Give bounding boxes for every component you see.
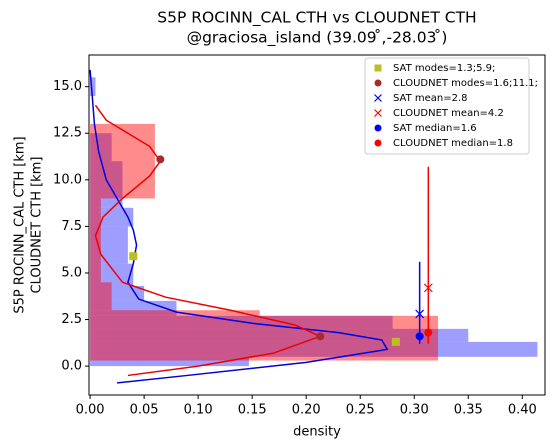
histogram-bar	[90, 133, 112, 162]
plot-frame	[88, 54, 546, 396]
marker	[391, 337, 400, 346]
legend-label: CLOUDNET modes=1.6;11.1;	[393, 78, 538, 89]
histogram-bar	[90, 198, 101, 283]
chart-title: S5P ROCINN_CAL CTH vs CLOUDNET CTH	[157, 9, 476, 28]
x-tick-label: 0.30	[400, 403, 429, 418]
legend: SAT modes=1.3;5.9; CLOUDNET modes=1.6;11.…	[364, 57, 538, 155]
x-tick-label: 0.40	[508, 403, 537, 418]
x-axis-label: density	[293, 425, 341, 440]
histogram-bar	[90, 315, 439, 361]
x-tick-label: 0.35	[454, 403, 483, 418]
marker	[374, 64, 382, 72]
legend-label: SAT median=1.6	[393, 123, 477, 134]
marker	[129, 252, 138, 261]
marker	[374, 139, 382, 147]
marker	[374, 124, 382, 132]
marker	[374, 109, 382, 117]
marker	[374, 94, 382, 102]
x-tick-label: 0.05	[130, 403, 159, 418]
kde-curve	[94, 104, 323, 377]
marker	[316, 332, 325, 341]
legend-label: CLOUDNET mean=4.2	[393, 108, 504, 119]
y-axis-label: S5P ROCINN_CAL CTH [km]	[13, 136, 28, 313]
histogram-bar	[90, 286, 145, 301]
legend-box	[364, 57, 530, 155]
x-tick-label: 0.10	[184, 403, 213, 418]
y-tick-label: 15.0	[53, 79, 82, 94]
marker	[374, 79, 382, 87]
y-tick-label: 12.5	[53, 126, 82, 141]
y-tick-label: 5.0	[61, 265, 82, 280]
y-tick-label: 7.5	[61, 219, 82, 234]
histogram-bar	[90, 282, 112, 311]
marker	[424, 328, 433, 337]
histogram-bar	[90, 123, 155, 199]
histogram-bar	[90, 161, 123, 208]
x-tick-label: 0.20	[292, 403, 321, 418]
x-tick-label: 0.15	[238, 403, 267, 418]
y-tick-label: 0.0	[61, 359, 82, 374]
y-axis-label: CLOUDNET CTH [km]	[30, 157, 45, 294]
histogram-bar	[90, 263, 134, 287]
y-tick-label: 2.5	[61, 312, 82, 327]
y-tick-label: 10.0	[53, 172, 82, 187]
legend-label: SAT modes=1.3;5.9;	[393, 63, 495, 74]
x-tick-label: 0.00	[76, 403, 105, 418]
legend-label: CLOUDNET median=1.8	[393, 138, 513, 149]
histogram-bar	[90, 77, 96, 96]
legend-label: SAT mean=2.8	[393, 93, 468, 104]
marker	[415, 332, 424, 341]
chart-subtitle: @graciosa_island (39.09 ̊,-28.03 ̊)	[187, 29, 448, 48]
histogram-bar	[90, 356, 249, 367]
kde-curve	[89, 69, 389, 384]
x-tick-label: 0.25	[346, 403, 375, 418]
histogram-bar	[90, 310, 260, 316]
histogram-bar	[90, 341, 538, 357]
marker	[156, 155, 165, 164]
